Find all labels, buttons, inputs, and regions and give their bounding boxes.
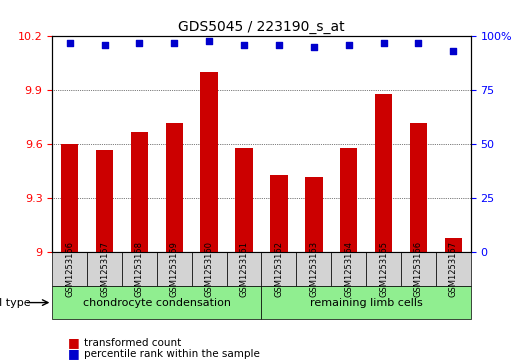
FancyBboxPatch shape (366, 252, 401, 286)
Text: GSM1253160: GSM1253160 (204, 241, 214, 297)
Point (240, 42, 248, 48)
Point (205, 38, 213, 44)
Text: GSM1253167: GSM1253167 (449, 241, 458, 297)
FancyBboxPatch shape (87, 252, 122, 286)
FancyBboxPatch shape (331, 252, 366, 286)
Point (135, 40, 144, 46)
Bar (166, 123, 183, 252)
Bar (375, 94, 392, 252)
Text: percentile rank within the sample: percentile rank within the sample (84, 349, 259, 359)
Text: GSM1253157: GSM1253157 (100, 241, 109, 297)
Bar (96, 150, 113, 252)
FancyBboxPatch shape (157, 252, 192, 286)
Text: GSM1253158: GSM1253158 (135, 241, 144, 297)
FancyBboxPatch shape (52, 286, 262, 319)
Text: GSM1253156: GSM1253156 (65, 241, 74, 297)
Text: chondrocyte condensation: chondrocyte condensation (83, 298, 231, 307)
Text: GSM1253164: GSM1253164 (344, 241, 353, 297)
Text: remaining limb cells: remaining limb cells (310, 298, 423, 307)
Bar (410, 123, 427, 252)
Bar (131, 131, 148, 252)
FancyBboxPatch shape (52, 252, 87, 286)
Text: transformed count: transformed count (84, 338, 181, 348)
Point (449, 49, 458, 54)
FancyBboxPatch shape (192, 252, 226, 286)
Text: GSM1253162: GSM1253162 (275, 241, 283, 297)
Bar (270, 175, 288, 252)
Point (310, 44, 318, 50)
Bar (61, 144, 78, 252)
Bar (445, 238, 462, 252)
FancyBboxPatch shape (262, 286, 471, 319)
Point (170, 40, 178, 46)
Point (345, 42, 353, 48)
Point (65, 40, 74, 46)
Bar (200, 72, 218, 252)
FancyBboxPatch shape (122, 252, 157, 286)
Text: ■: ■ (68, 337, 79, 350)
Text: ■: ■ (68, 347, 79, 360)
Point (414, 40, 423, 46)
Title: GDS5045 / 223190_s_at: GDS5045 / 223190_s_at (178, 20, 345, 34)
Text: GSM1253163: GSM1253163 (309, 241, 319, 297)
Point (100, 42, 109, 48)
Text: GSM1253159: GSM1253159 (170, 241, 179, 297)
Text: GSM1253161: GSM1253161 (240, 241, 248, 297)
Text: GSM1253166: GSM1253166 (414, 241, 423, 297)
Point (275, 42, 283, 48)
Bar (340, 148, 357, 252)
FancyBboxPatch shape (401, 252, 436, 286)
Bar (305, 176, 323, 252)
FancyBboxPatch shape (226, 252, 262, 286)
Point (379, 40, 388, 46)
FancyBboxPatch shape (297, 252, 331, 286)
Bar (235, 148, 253, 252)
Text: cell type: cell type (0, 298, 30, 307)
FancyBboxPatch shape (436, 252, 471, 286)
Text: GSM1253165: GSM1253165 (379, 241, 388, 297)
FancyBboxPatch shape (262, 252, 297, 286)
